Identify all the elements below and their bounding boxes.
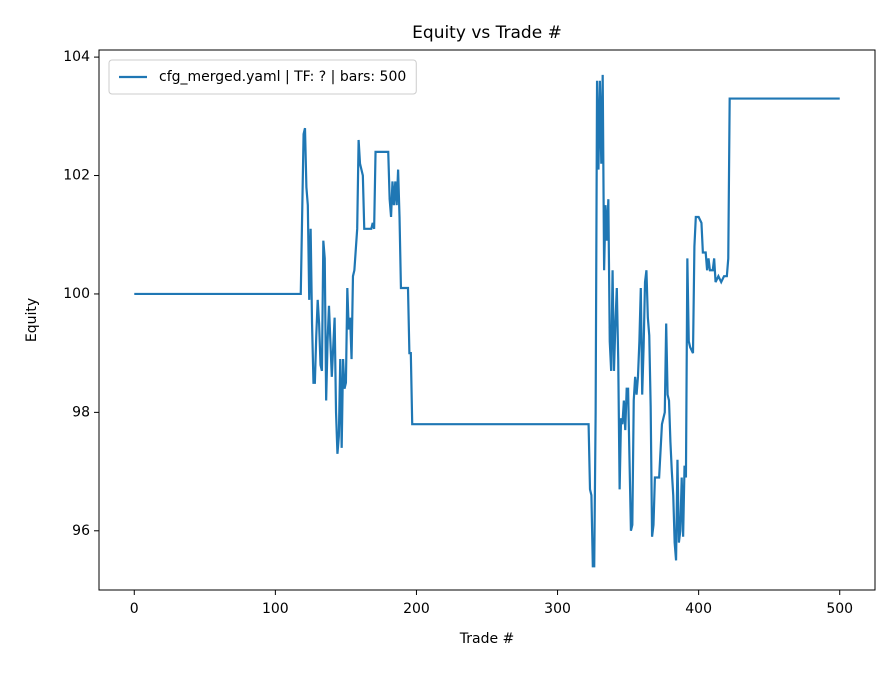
chart-title: Equity vs Trade # (412, 23, 562, 43)
legend-label: cfg_merged.yaml | TF: ? | bars: 500 (159, 69, 406, 85)
line-series (134, 74, 840, 568)
y-tick-label: 98 (72, 404, 90, 420)
x-tick-label: 400 (685, 601, 712, 617)
y-tick-label: 96 (72, 523, 90, 539)
y-tick-label: 104 (63, 49, 90, 65)
x-tick-label: 200 (403, 601, 430, 617)
x-axis-label: Trade # (459, 631, 515, 647)
x-tick-label: 0 (130, 601, 139, 617)
y-axis-label: Equity (24, 298, 40, 342)
y-tick-label: 100 (63, 286, 90, 302)
y-tick-label: 102 (63, 168, 90, 184)
x-tick-label: 100 (262, 601, 289, 617)
x-tick-label: 300 (544, 601, 571, 617)
plot-frame (98, 49, 876, 591)
x-tick-label: 500 (826, 601, 853, 617)
legend-box (108, 59, 417, 95)
